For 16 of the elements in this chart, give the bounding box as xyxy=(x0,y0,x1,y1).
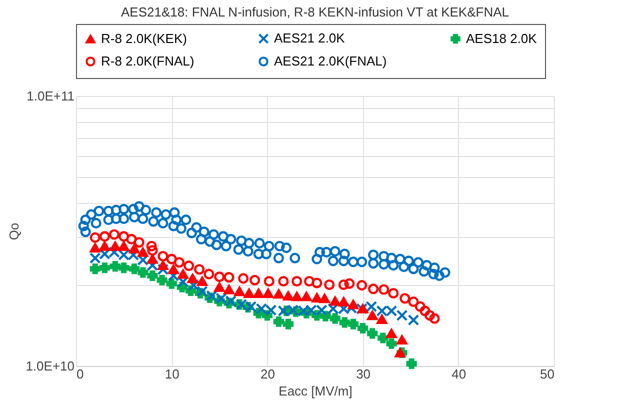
legend-label: AES21 2.0K xyxy=(274,30,346,46)
x-tick-label: 20 xyxy=(260,366,275,382)
legend-label: R-8 2.0K(KEK) xyxy=(101,31,187,46)
x-tick-label: 0 xyxy=(76,366,84,382)
x-axis-title: Eacc [MV/m] xyxy=(278,384,352,398)
x-tick-label: 50 xyxy=(540,366,554,382)
legend-label: AES21 2.0K(FNAL) xyxy=(274,54,387,68)
chart-title: AES21&18: FNAL N-infusion, R-8 KEKN-infusion VT at KEK&FNAL xyxy=(120,4,510,20)
legend-label: AES18 2.0K xyxy=(466,30,538,46)
x-tick-label: 30 xyxy=(356,366,371,382)
x-tick-label: 10 xyxy=(164,366,180,382)
legend-label: R-8 2.0K(FNAL) xyxy=(101,54,194,68)
y-axis-title: Qo xyxy=(6,222,22,240)
y-tick-label: 1.0E+10 xyxy=(26,358,74,374)
x-tick-label: 40 xyxy=(452,366,466,382)
y-tick-label: 1.0E+11 xyxy=(26,88,74,104)
